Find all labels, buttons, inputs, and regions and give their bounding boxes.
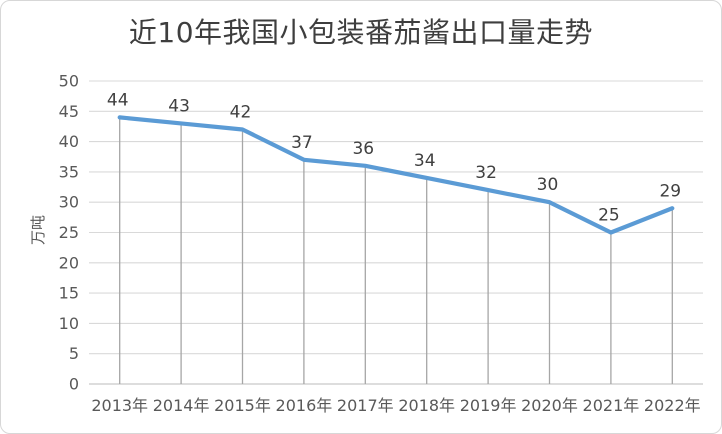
x-axis-tick-label: 2016年 [276,396,333,415]
y-axis-tick-label: 0 [69,375,79,394]
y-axis-tick-label: 5 [69,344,79,363]
chart-title: 近10年我国小包装番茄酱出口量走势 [128,16,594,49]
x-axis-tick-label: 2014年 [153,396,210,415]
data-label: 42 [230,102,252,122]
x-axis-tick-label: 2018年 [398,396,455,415]
data-label: 25 [598,206,620,226]
data-label: 44 [107,90,129,110]
y-axis-tick-label: 35 [59,162,79,181]
series-line [117,115,675,235]
x-axis-tick-label: 2013年 [91,396,148,415]
data-label: 34 [414,151,436,171]
y-axis-tick-label: 50 [59,72,79,91]
y-axis-tick-label: 10 [59,314,79,333]
x-axis-tick-label: 2021年 [583,396,640,415]
y-axis-title: 万吨 [29,215,47,245]
y-axis-tick-label: 30 [59,193,79,212]
x-axis-tick-label: 2017年 [337,396,394,415]
x-axis-tick-label: 2015年 [214,396,271,415]
data-label: 32 [475,163,497,183]
x-axis-tick-label: 2020年 [521,396,578,415]
y-axis-tick-label: 20 [59,253,79,272]
y-axis-tick-label: 40 [59,132,79,151]
x-axis-tick-label: 2022年 [644,396,701,415]
data-label: 36 [352,139,374,159]
x-axis-tick-label: 2019年 [460,396,517,415]
y-axis-tick-label: 25 [59,223,79,242]
data-label: 29 [659,181,681,201]
y-axis-tick-label: 45 [59,102,79,121]
data-label: 30 [537,175,559,195]
y-axis-tick-label: 15 [59,284,79,303]
data-label: 43 [168,96,190,116]
data-label: 37 [291,133,313,153]
